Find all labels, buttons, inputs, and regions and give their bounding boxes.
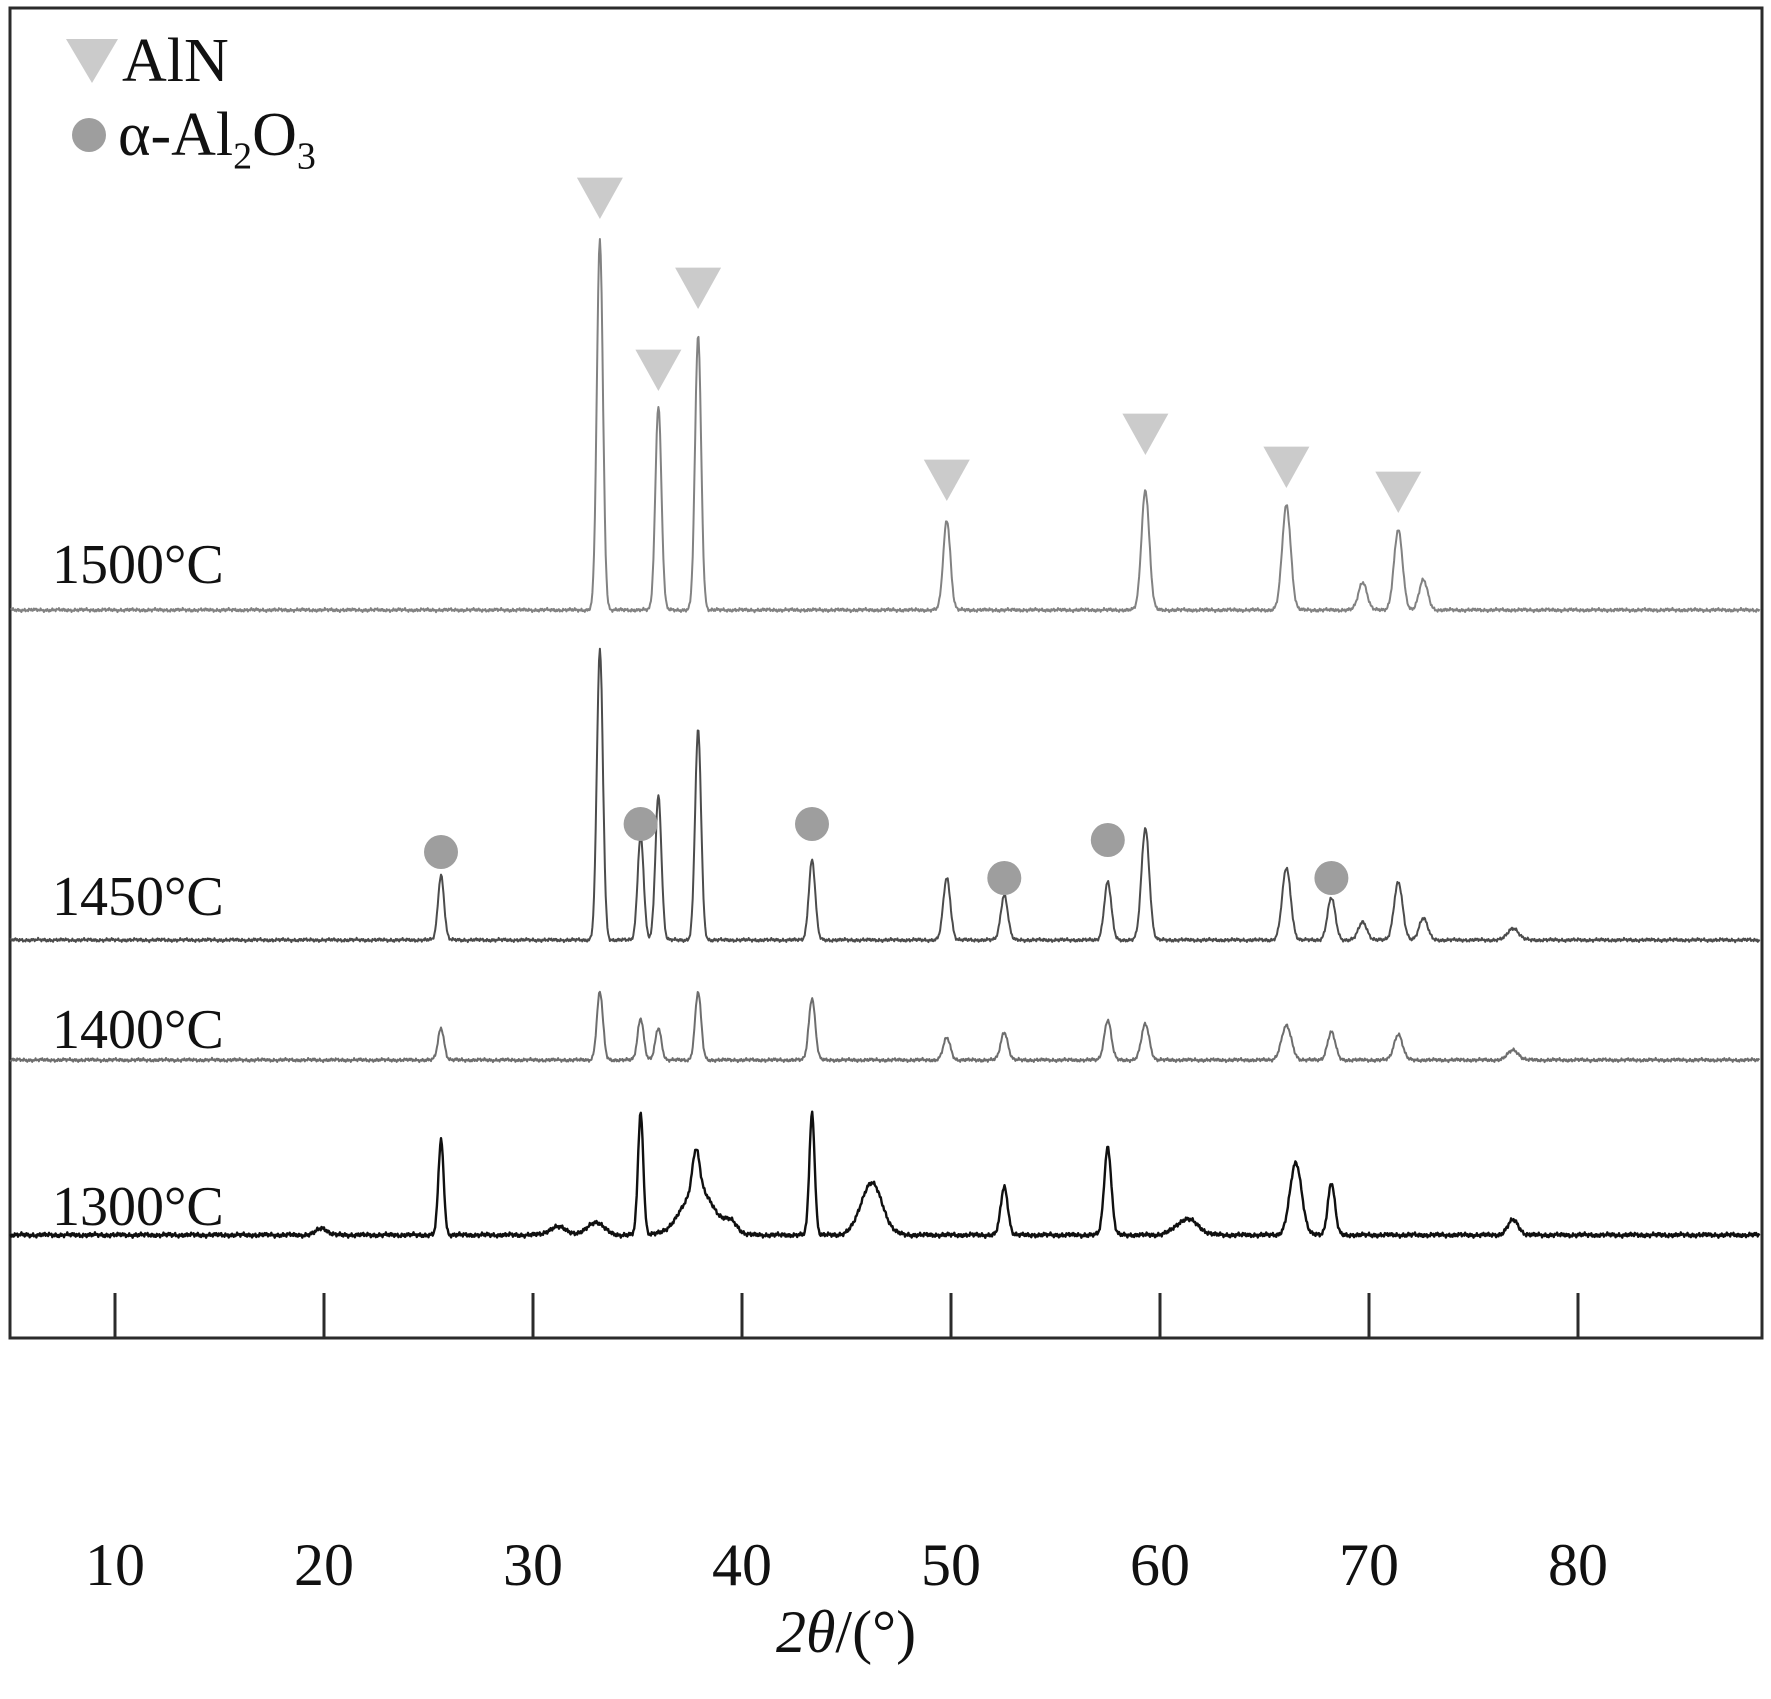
xrd-trace-1500 <box>10 238 1761 614</box>
x-axis-title-rest: /(°) <box>835 1599 917 1665</box>
xrd-trace-1300 <box>9 1110 1761 1239</box>
aln-peak-marker-icon <box>576 177 623 219</box>
x-tick-label: 30 <box>503 1532 563 1598</box>
aln-peak-marker-icon <box>675 267 722 309</box>
x-tick-label: 20 <box>294 1532 354 1598</box>
legend: AlN α-Al2O3 <box>66 24 316 175</box>
alumina-peak-marker-icon <box>424 835 458 869</box>
circle-icon <box>72 118 106 152</box>
xrd-trace-1450 <box>9 647 1761 944</box>
x-tick-label: 10 <box>85 1532 145 1598</box>
x-axis-title: 2θ/(°) <box>776 1602 916 1662</box>
alumina-peak-marker-icon <box>1090 823 1125 857</box>
x-tick-label: 60 <box>1130 1532 1190 1598</box>
x-tick-label: 40 <box>712 1532 772 1598</box>
x-tick-label: 50 <box>921 1532 981 1598</box>
legend-alumina-o: O <box>252 101 297 169</box>
aln-peak-marker-icon <box>635 349 682 391</box>
legend-label-alumina: α-Al2O3 <box>118 101 316 175</box>
legend-alumina-text: α-Al <box>118 101 234 169</box>
legend-alumina-sub2: 2 <box>233 135 253 178</box>
alumina-peak-marker-icon <box>1314 861 1349 895</box>
x-tick-label: 80 <box>1548 1532 1608 1598</box>
aln-peak-marker-icon <box>923 459 970 501</box>
alumina-peak-marker-icon <box>987 861 1022 895</box>
legend-item-aln: AlN <box>66 24 316 98</box>
trace-label-1400c: 1400°C <box>52 999 224 1061</box>
legend-label-aln: AlN <box>122 27 229 95</box>
aln-peak-marker-icon <box>1375 471 1422 513</box>
legend-item-alumina: α-Al2O3 <box>66 98 316 175</box>
x-tick-label: 70 <box>1339 1532 1399 1598</box>
trace-label-1450c: 1450°C <box>52 866 224 928</box>
aln-peak-marker-icon <box>1122 413 1169 455</box>
trace-label-1500c: 1500°C <box>52 534 224 596</box>
aln-peak-marker-icon <box>1263 446 1310 488</box>
xrd-trace-1400 <box>9 990 1761 1064</box>
plot-frame <box>8 6 1764 1340</box>
alumina-peak-marker-icon <box>795 807 829 841</box>
alumina-peak-marker-icon <box>623 807 658 841</box>
legend-alumina-sub3: 3 <box>296 135 316 178</box>
x-axis-title-italic: 2θ <box>775 1599 836 1665</box>
trace-label-1300c: 1300°C <box>52 1176 224 1238</box>
triangle-down-icon <box>66 39 118 83</box>
